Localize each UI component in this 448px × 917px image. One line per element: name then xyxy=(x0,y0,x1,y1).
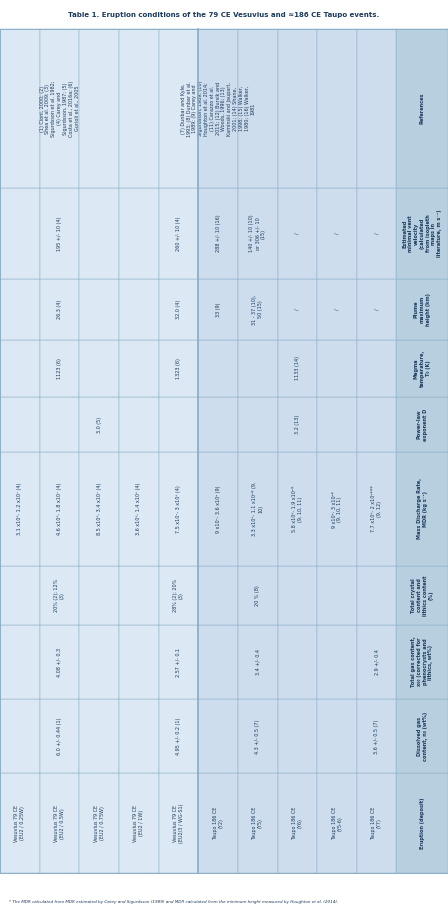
Bar xyxy=(238,188,277,279)
Text: 1323 (6): 1323 (6) xyxy=(176,358,181,379)
Bar xyxy=(396,29,448,188)
Bar xyxy=(396,452,448,566)
Bar xyxy=(159,699,198,773)
Text: 3.4 +/- 0.4: 3.4 +/- 0.4 xyxy=(255,649,260,675)
Bar xyxy=(396,625,448,699)
Bar xyxy=(396,340,448,397)
Bar xyxy=(198,340,238,397)
Text: Taupo 186 CE
(Y7): Taupo 186 CE (Y7) xyxy=(371,807,382,840)
Bar xyxy=(198,397,238,452)
Text: 3.2 (13): 3.2 (13) xyxy=(295,415,300,435)
Text: 6.0 +/- 0.44 (1): 6.0 +/- 0.44 (1) xyxy=(57,718,62,755)
Bar xyxy=(79,188,119,279)
Bar xyxy=(277,29,317,188)
Text: (1) Cioni, 2000; (2)
Shea et al. 2009; (3)
Sigurdsson et al. 1982;
(4) Carey and: (1) Cioni, 2000; (2) Shea et al. 2009; (… xyxy=(39,81,79,137)
Bar xyxy=(357,625,396,699)
Bar xyxy=(119,397,159,452)
Bar xyxy=(198,188,238,279)
Text: (7) Dunbar and Kyle,
1993; (8) Dunbar et al.
1989; (9) Carey and
Sigurdsson, 198: (7) Dunbar and Kyle, 1993; (8) Dunbar et… xyxy=(181,81,255,137)
Bar xyxy=(396,397,448,452)
Bar xyxy=(277,625,317,699)
Text: Vesuvius 79 CE
(EU2 / 0.5W): Vesuvius 79 CE (EU2 / 0.5W) xyxy=(54,804,65,842)
Text: 7.7 x10⁸- 2 x10⁹***
(9, 12): 7.7 x10⁸- 2 x10⁹*** (9, 12) xyxy=(371,485,382,533)
Text: /: / xyxy=(295,233,300,235)
Text: 26.3 (4): 26.3 (4) xyxy=(57,300,62,319)
Bar xyxy=(198,29,238,188)
Text: /: / xyxy=(374,309,379,310)
Bar xyxy=(159,566,198,625)
Text: Vesuvius 79 CE
(EU2 / 0.75W): Vesuvius 79 CE (EU2 / 0.75W) xyxy=(94,804,104,842)
Bar xyxy=(159,625,198,699)
Bar xyxy=(159,279,198,340)
Text: 8.5 x10⁶- 3.4 x10⁷ (4): 8.5 x10⁶- 3.4 x10⁷ (4) xyxy=(97,482,102,536)
Text: 20 % (8): 20 % (8) xyxy=(255,585,260,606)
Text: 32.0 (4): 32.0 (4) xyxy=(176,300,181,319)
Bar xyxy=(40,699,79,773)
Text: Dissolved gas
content, n₀ (wt%): Dissolved gas content, n₀ (wt%) xyxy=(417,712,428,761)
Text: 3.3 x10⁸- 1.1 x10⁹* (9,
10): 3.3 x10⁸- 1.1 x10⁹* (9, 10) xyxy=(252,481,263,536)
Text: 9 x10⁸- 3 x10⁹*
(9, 10, 11): 9 x10⁸- 3 x10⁹* (9, 10, 11) xyxy=(332,491,342,527)
Bar xyxy=(159,397,198,452)
Bar xyxy=(238,566,277,625)
Bar xyxy=(277,699,317,773)
Text: 3.6 x10⁶- 1.4 x10⁸ (4): 3.6 x10⁶- 1.4 x10⁸ (4) xyxy=(136,482,141,536)
Bar xyxy=(317,340,357,397)
Bar xyxy=(0,566,40,625)
Bar xyxy=(238,773,277,873)
Bar xyxy=(40,625,79,699)
Bar xyxy=(159,340,198,397)
Bar xyxy=(198,279,238,340)
Bar xyxy=(277,566,317,625)
Bar xyxy=(317,773,357,873)
Text: 4.3 +/- 0.5 (7): 4.3 +/- 0.5 (7) xyxy=(255,719,260,754)
Text: 20% (2); 12%
(3): 20% (2); 12% (3) xyxy=(54,579,65,612)
Bar xyxy=(0,699,40,773)
Bar xyxy=(277,452,317,566)
Text: Vesuvius 79 CE
(EU2 / 0.25W): Vesuvius 79 CE (EU2 / 0.25W) xyxy=(14,804,25,842)
Bar xyxy=(0,397,40,452)
Text: 9 x10⁷- 3.6 x10⁹ (9): 9 x10⁷- 3.6 x10⁹ (9) xyxy=(215,485,220,533)
Bar xyxy=(79,625,119,699)
Bar xyxy=(357,340,396,397)
Bar xyxy=(0,773,40,873)
Text: 28% (2); 20%
(3): 28% (2); 20% (3) xyxy=(173,579,184,612)
Text: /: / xyxy=(374,233,379,235)
Bar xyxy=(79,452,119,566)
Text: /: / xyxy=(335,309,340,310)
Bar xyxy=(79,340,119,397)
Bar xyxy=(317,452,357,566)
Text: 5.8 x10⁸- 1.9 x10⁹*
(9, 10, 11): 5.8 x10⁸- 1.9 x10⁹* (9, 10, 11) xyxy=(292,486,303,532)
Bar xyxy=(0,452,40,566)
Bar xyxy=(277,773,317,873)
Bar xyxy=(159,452,198,566)
Text: 3.6 +/- 0.5 (7): 3.6 +/- 0.5 (7) xyxy=(374,719,379,754)
Bar xyxy=(238,29,277,188)
Bar xyxy=(317,397,357,452)
Text: 2.57 +/- 0.1: 2.57 +/- 0.1 xyxy=(176,647,181,677)
Bar xyxy=(119,340,159,397)
Bar xyxy=(396,188,448,279)
Bar xyxy=(40,279,79,340)
Bar xyxy=(40,29,79,188)
Bar xyxy=(40,773,79,873)
Bar xyxy=(357,279,396,340)
Text: Estimated
minimal vent
velocity
(calculated
from isopleth
maps in
literature, m : Estimated minimal vent velocity (calcula… xyxy=(402,210,442,258)
Bar xyxy=(317,566,357,625)
Text: 4.08 +/- 0.3: 4.08 +/- 0.3 xyxy=(57,647,62,677)
Bar xyxy=(40,340,79,397)
Bar xyxy=(159,188,198,279)
Text: Power-law
exponent D: Power-law exponent D xyxy=(417,408,428,441)
Text: Total crystal
content and
lithics content
(%): Total crystal content and lithics conten… xyxy=(411,575,434,615)
Bar xyxy=(357,188,396,279)
Text: Vesuvius 79 CE
(EU2 / 1W): Vesuvius 79 CE (EU2 / 1W) xyxy=(134,804,144,842)
Bar xyxy=(357,397,396,452)
Text: 195 +/- 10 (4): 195 +/- 10 (4) xyxy=(57,216,62,250)
Bar xyxy=(238,279,277,340)
Bar xyxy=(238,397,277,452)
Text: Taupo 186 CE
(Y2): Taupo 186 CE (Y2) xyxy=(213,807,224,840)
Text: Taupo 186 CE
(Y6): Taupo 186 CE (Y6) xyxy=(292,807,303,840)
Text: 288 +/- 10 (16): 288 +/- 10 (16) xyxy=(215,215,220,252)
Text: 4.6 x10⁶- 1.8 x10⁷ (4): 4.6 x10⁶- 1.8 x10⁷ (4) xyxy=(57,482,62,536)
Bar xyxy=(238,699,277,773)
Bar xyxy=(277,397,317,452)
